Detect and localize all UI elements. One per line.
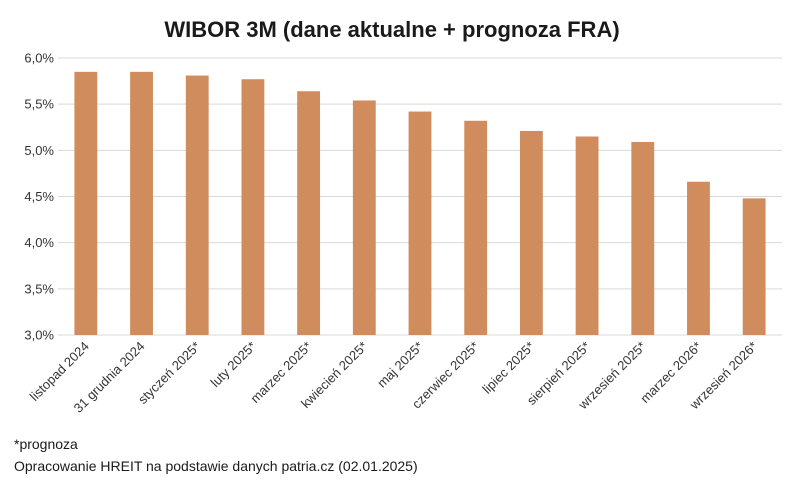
y-tick-label: 6,0%: [24, 51, 54, 66]
x-tick-label: maj 2025*: [374, 339, 426, 391]
x-tick-label: luty 2025*: [208, 339, 259, 390]
bar: [297, 91, 321, 336]
bar: [742, 198, 766, 335]
x-tick-label: lipiec 2025*: [479, 339, 537, 397]
bar: [130, 71, 153, 335]
y-tick-label: 3,5%: [24, 281, 54, 296]
bars: [74, 71, 766, 336]
bar: [408, 111, 432, 335]
bar: [687, 181, 710, 335]
source-footnote: Opracowanie HREIT na podstawie danych pa…: [14, 458, 418, 474]
y-tick-label: 5,5%: [24, 97, 54, 112]
y-tick-label: 5,0%: [24, 143, 54, 158]
bar: [575, 136, 599, 335]
y-tick-label: 4,0%: [24, 235, 54, 250]
bar: [241, 79, 265, 335]
forecast-footnote: *prognoza: [14, 436, 78, 452]
y-axis-tick-labels: 3,0% 3,5% 4,0% 4,5% 5,0% 5,5% 6,0%: [24, 51, 54, 343]
bar: [464, 120, 488, 335]
bar: [519, 130, 543, 335]
bar: [74, 71, 98, 335]
bar: [185, 75, 209, 335]
y-tick-label: 4,5%: [24, 189, 54, 204]
bar: [352, 100, 376, 336]
chart-title: WIBOR 3M (dane aktualne + prognoza FRA): [164, 17, 619, 42]
y-tick-label: 3,0%: [24, 328, 54, 343]
bar: [631, 142, 655, 335]
